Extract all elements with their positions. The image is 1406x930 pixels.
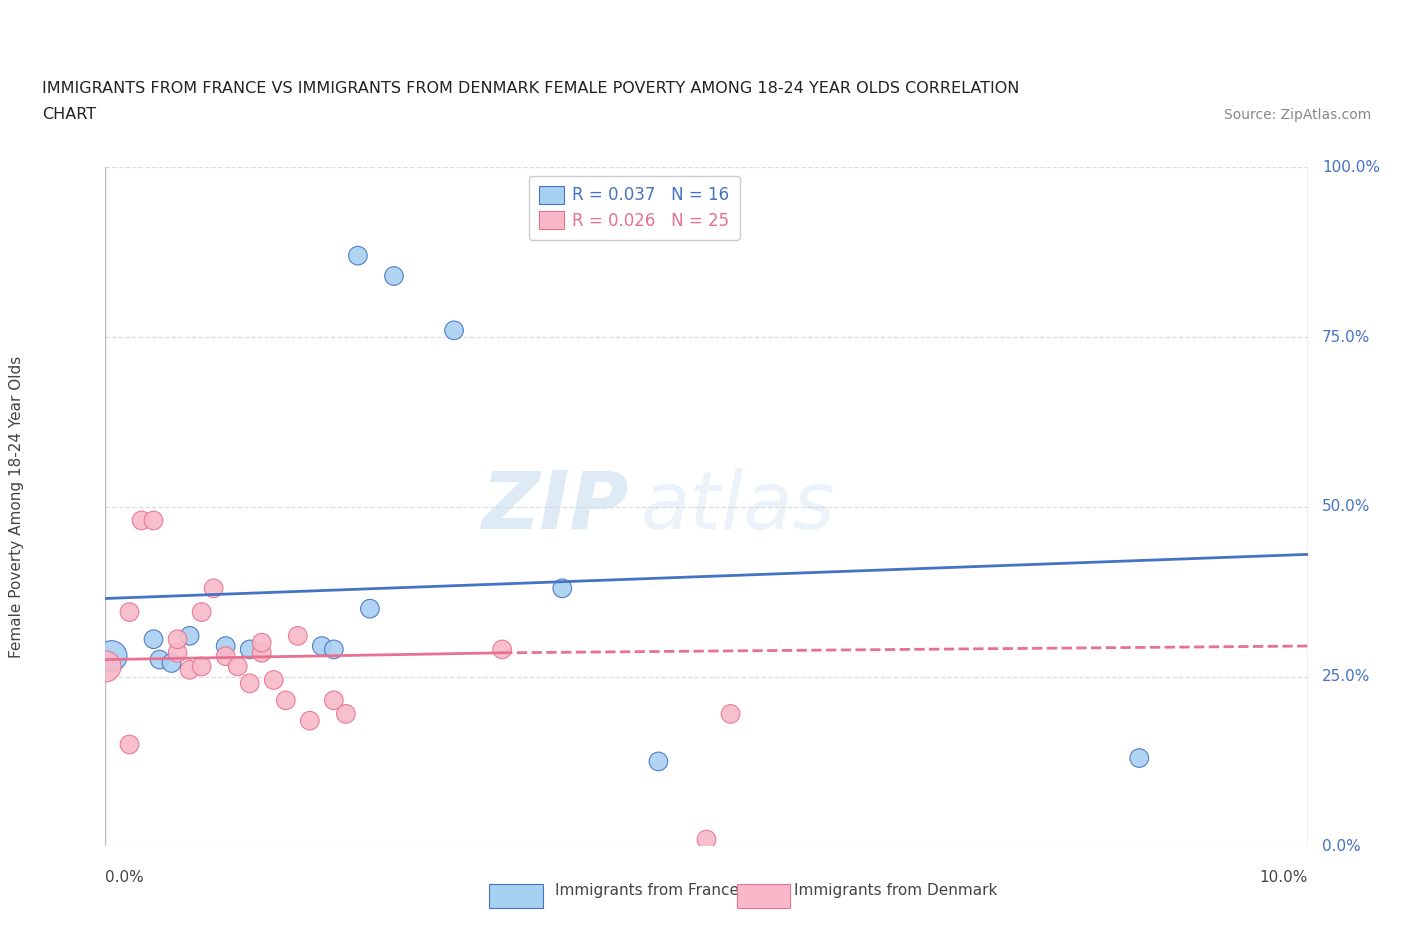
Point [202, 581, 225, 596]
Text: 10.0%: 10.0% [1260, 870, 1308, 884]
Legend: R = 0.037   N = 16, R = 0.026   N = 25: R = 0.037 N = 16, R = 0.026 N = 25 [529, 176, 740, 240]
Point [311, 639, 333, 654]
Point [166, 631, 188, 646]
Point [94, 659, 117, 674]
Point [720, 707, 742, 722]
Point [226, 659, 249, 674]
Text: Immigrants from France: Immigrants from France [555, 883, 740, 897]
Text: 25.0%: 25.0% [1322, 669, 1371, 684]
Point [190, 659, 212, 674]
Point [142, 631, 165, 646]
Point [274, 693, 297, 708]
Point [322, 642, 344, 657]
Point [647, 754, 669, 769]
Point [214, 649, 236, 664]
Point [179, 629, 201, 644]
Point [160, 656, 183, 671]
Point [347, 248, 370, 263]
Point [263, 672, 285, 687]
Point [359, 602, 381, 617]
Text: Source: ZipAtlas.com: Source: ZipAtlas.com [1223, 108, 1371, 122]
Point [335, 707, 357, 722]
Point [148, 652, 170, 667]
Point [118, 737, 141, 751]
Text: 100.0%: 100.0% [1322, 160, 1381, 175]
Point [131, 513, 153, 528]
Point [239, 642, 262, 657]
Point [298, 713, 321, 728]
Text: IMMIGRANTS FROM FRANCE VS IMMIGRANTS FROM DENMARK FEMALE POVERTY AMONG 18-24 YEA: IMMIGRANTS FROM FRANCE VS IMMIGRANTS FRO… [42, 81, 1019, 96]
Text: 75.0%: 75.0% [1322, 329, 1371, 345]
Point [142, 513, 165, 528]
Text: Female Poverty Among 18-24 Year Olds: Female Poverty Among 18-24 Year Olds [10, 356, 24, 658]
Point [166, 645, 188, 660]
Text: 0.0%: 0.0% [1322, 839, 1361, 854]
Text: 0.0%: 0.0% [105, 870, 145, 884]
Point [190, 604, 212, 619]
Point [382, 269, 405, 284]
Point [179, 662, 201, 677]
Point [491, 642, 513, 657]
Point [1128, 751, 1150, 765]
Point [250, 635, 273, 650]
Point [322, 693, 344, 708]
Text: 50.0%: 50.0% [1322, 499, 1371, 514]
Point [118, 604, 141, 619]
Text: CHART: CHART [42, 107, 96, 122]
Point [696, 832, 718, 847]
Point [214, 639, 236, 654]
Point [250, 645, 273, 660]
Point [239, 676, 262, 691]
Point [443, 323, 465, 338]
Point [287, 629, 309, 644]
Point [100, 649, 122, 664]
Text: Immigrants from Denmark: Immigrants from Denmark [794, 883, 998, 897]
Point [551, 581, 574, 596]
Text: ZIP: ZIP [481, 468, 628, 546]
Text: atlas: atlas [640, 468, 835, 546]
